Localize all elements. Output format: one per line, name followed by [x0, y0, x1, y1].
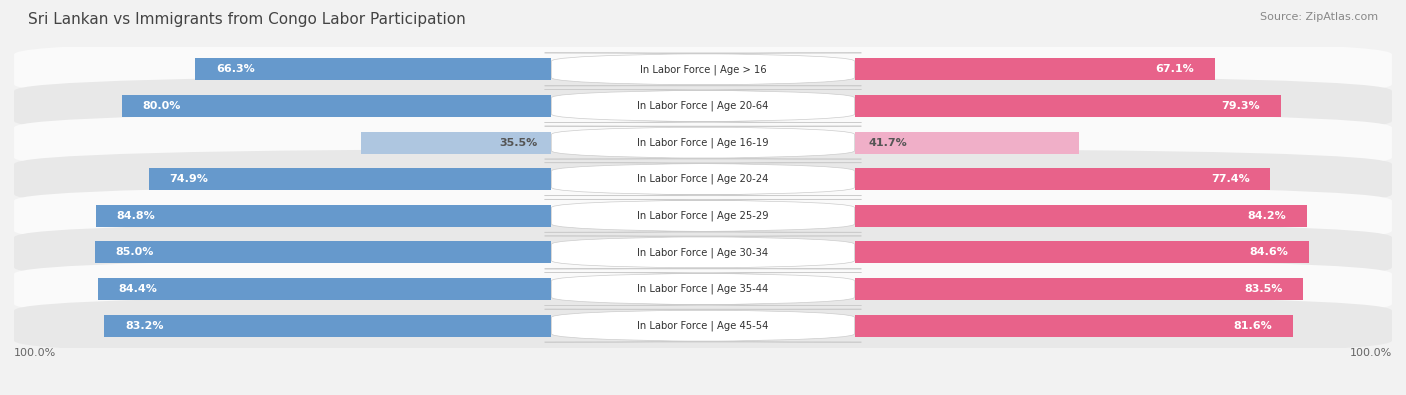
- Text: 100.0%: 100.0%: [1350, 348, 1392, 357]
- Text: In Labor Force | Age 20-64: In Labor Force | Age 20-64: [637, 101, 769, 111]
- Text: 79.3%: 79.3%: [1222, 101, 1260, 111]
- FancyBboxPatch shape: [544, 53, 862, 86]
- FancyBboxPatch shape: [544, 309, 862, 342]
- Bar: [94, 241, 551, 263]
- Bar: [855, 241, 1309, 263]
- Text: 74.9%: 74.9%: [170, 174, 208, 184]
- Bar: [855, 95, 1281, 117]
- FancyBboxPatch shape: [14, 186, 1392, 246]
- Text: In Labor Force | Age 20-24: In Labor Force | Age 20-24: [637, 174, 769, 184]
- Bar: [855, 278, 1303, 300]
- Text: 81.6%: 81.6%: [1233, 321, 1272, 331]
- Bar: [195, 58, 551, 80]
- Text: 77.4%: 77.4%: [1211, 174, 1250, 184]
- Text: 80.0%: 80.0%: [142, 101, 180, 111]
- Text: 83.2%: 83.2%: [125, 321, 163, 331]
- Bar: [361, 132, 551, 154]
- FancyBboxPatch shape: [544, 163, 862, 196]
- FancyBboxPatch shape: [14, 259, 1392, 319]
- Bar: [855, 168, 1271, 190]
- Text: 84.4%: 84.4%: [118, 284, 157, 294]
- Bar: [149, 168, 551, 190]
- Text: In Labor Force | Age 16-19: In Labor Force | Age 16-19: [637, 137, 769, 148]
- Bar: [855, 205, 1308, 227]
- Text: 41.7%: 41.7%: [869, 137, 907, 148]
- Bar: [104, 315, 551, 337]
- Bar: [96, 205, 551, 227]
- Bar: [855, 132, 1078, 154]
- Text: In Labor Force | Age 45-54: In Labor Force | Age 45-54: [637, 320, 769, 331]
- Text: 84.8%: 84.8%: [117, 211, 155, 221]
- Text: In Labor Force | Age 30-34: In Labor Force | Age 30-34: [637, 247, 769, 258]
- FancyBboxPatch shape: [544, 90, 862, 122]
- Text: 66.3%: 66.3%: [217, 64, 254, 74]
- FancyBboxPatch shape: [14, 113, 1392, 173]
- Text: 84.6%: 84.6%: [1250, 247, 1288, 258]
- Legend: Sri Lankan, Immigrants from Congo: Sri Lankan, Immigrants from Congo: [555, 391, 851, 395]
- Text: 84.2%: 84.2%: [1247, 211, 1286, 221]
- Text: 83.5%: 83.5%: [1244, 284, 1282, 294]
- Text: In Labor Force | Age > 16: In Labor Force | Age > 16: [640, 64, 766, 75]
- Bar: [98, 278, 551, 300]
- FancyBboxPatch shape: [14, 222, 1392, 282]
- Text: 100.0%: 100.0%: [14, 348, 56, 357]
- FancyBboxPatch shape: [14, 40, 1392, 100]
- Text: 35.5%: 35.5%: [499, 137, 537, 148]
- FancyBboxPatch shape: [14, 149, 1392, 209]
- FancyBboxPatch shape: [544, 199, 862, 232]
- FancyBboxPatch shape: [14, 295, 1392, 356]
- Text: Sri Lankan vs Immigrants from Congo Labor Participation: Sri Lankan vs Immigrants from Congo Labo…: [28, 12, 465, 27]
- FancyBboxPatch shape: [544, 236, 862, 269]
- FancyBboxPatch shape: [14, 76, 1392, 136]
- Text: 67.1%: 67.1%: [1156, 64, 1195, 74]
- Text: In Labor Force | Age 25-29: In Labor Force | Age 25-29: [637, 211, 769, 221]
- Text: Source: ZipAtlas.com: Source: ZipAtlas.com: [1260, 12, 1378, 22]
- Text: In Labor Force | Age 35-44: In Labor Force | Age 35-44: [637, 284, 769, 294]
- FancyBboxPatch shape: [544, 126, 862, 159]
- Bar: [855, 315, 1294, 337]
- Bar: [855, 58, 1215, 80]
- Bar: [121, 95, 551, 117]
- FancyBboxPatch shape: [544, 273, 862, 305]
- Text: 85.0%: 85.0%: [115, 247, 153, 258]
